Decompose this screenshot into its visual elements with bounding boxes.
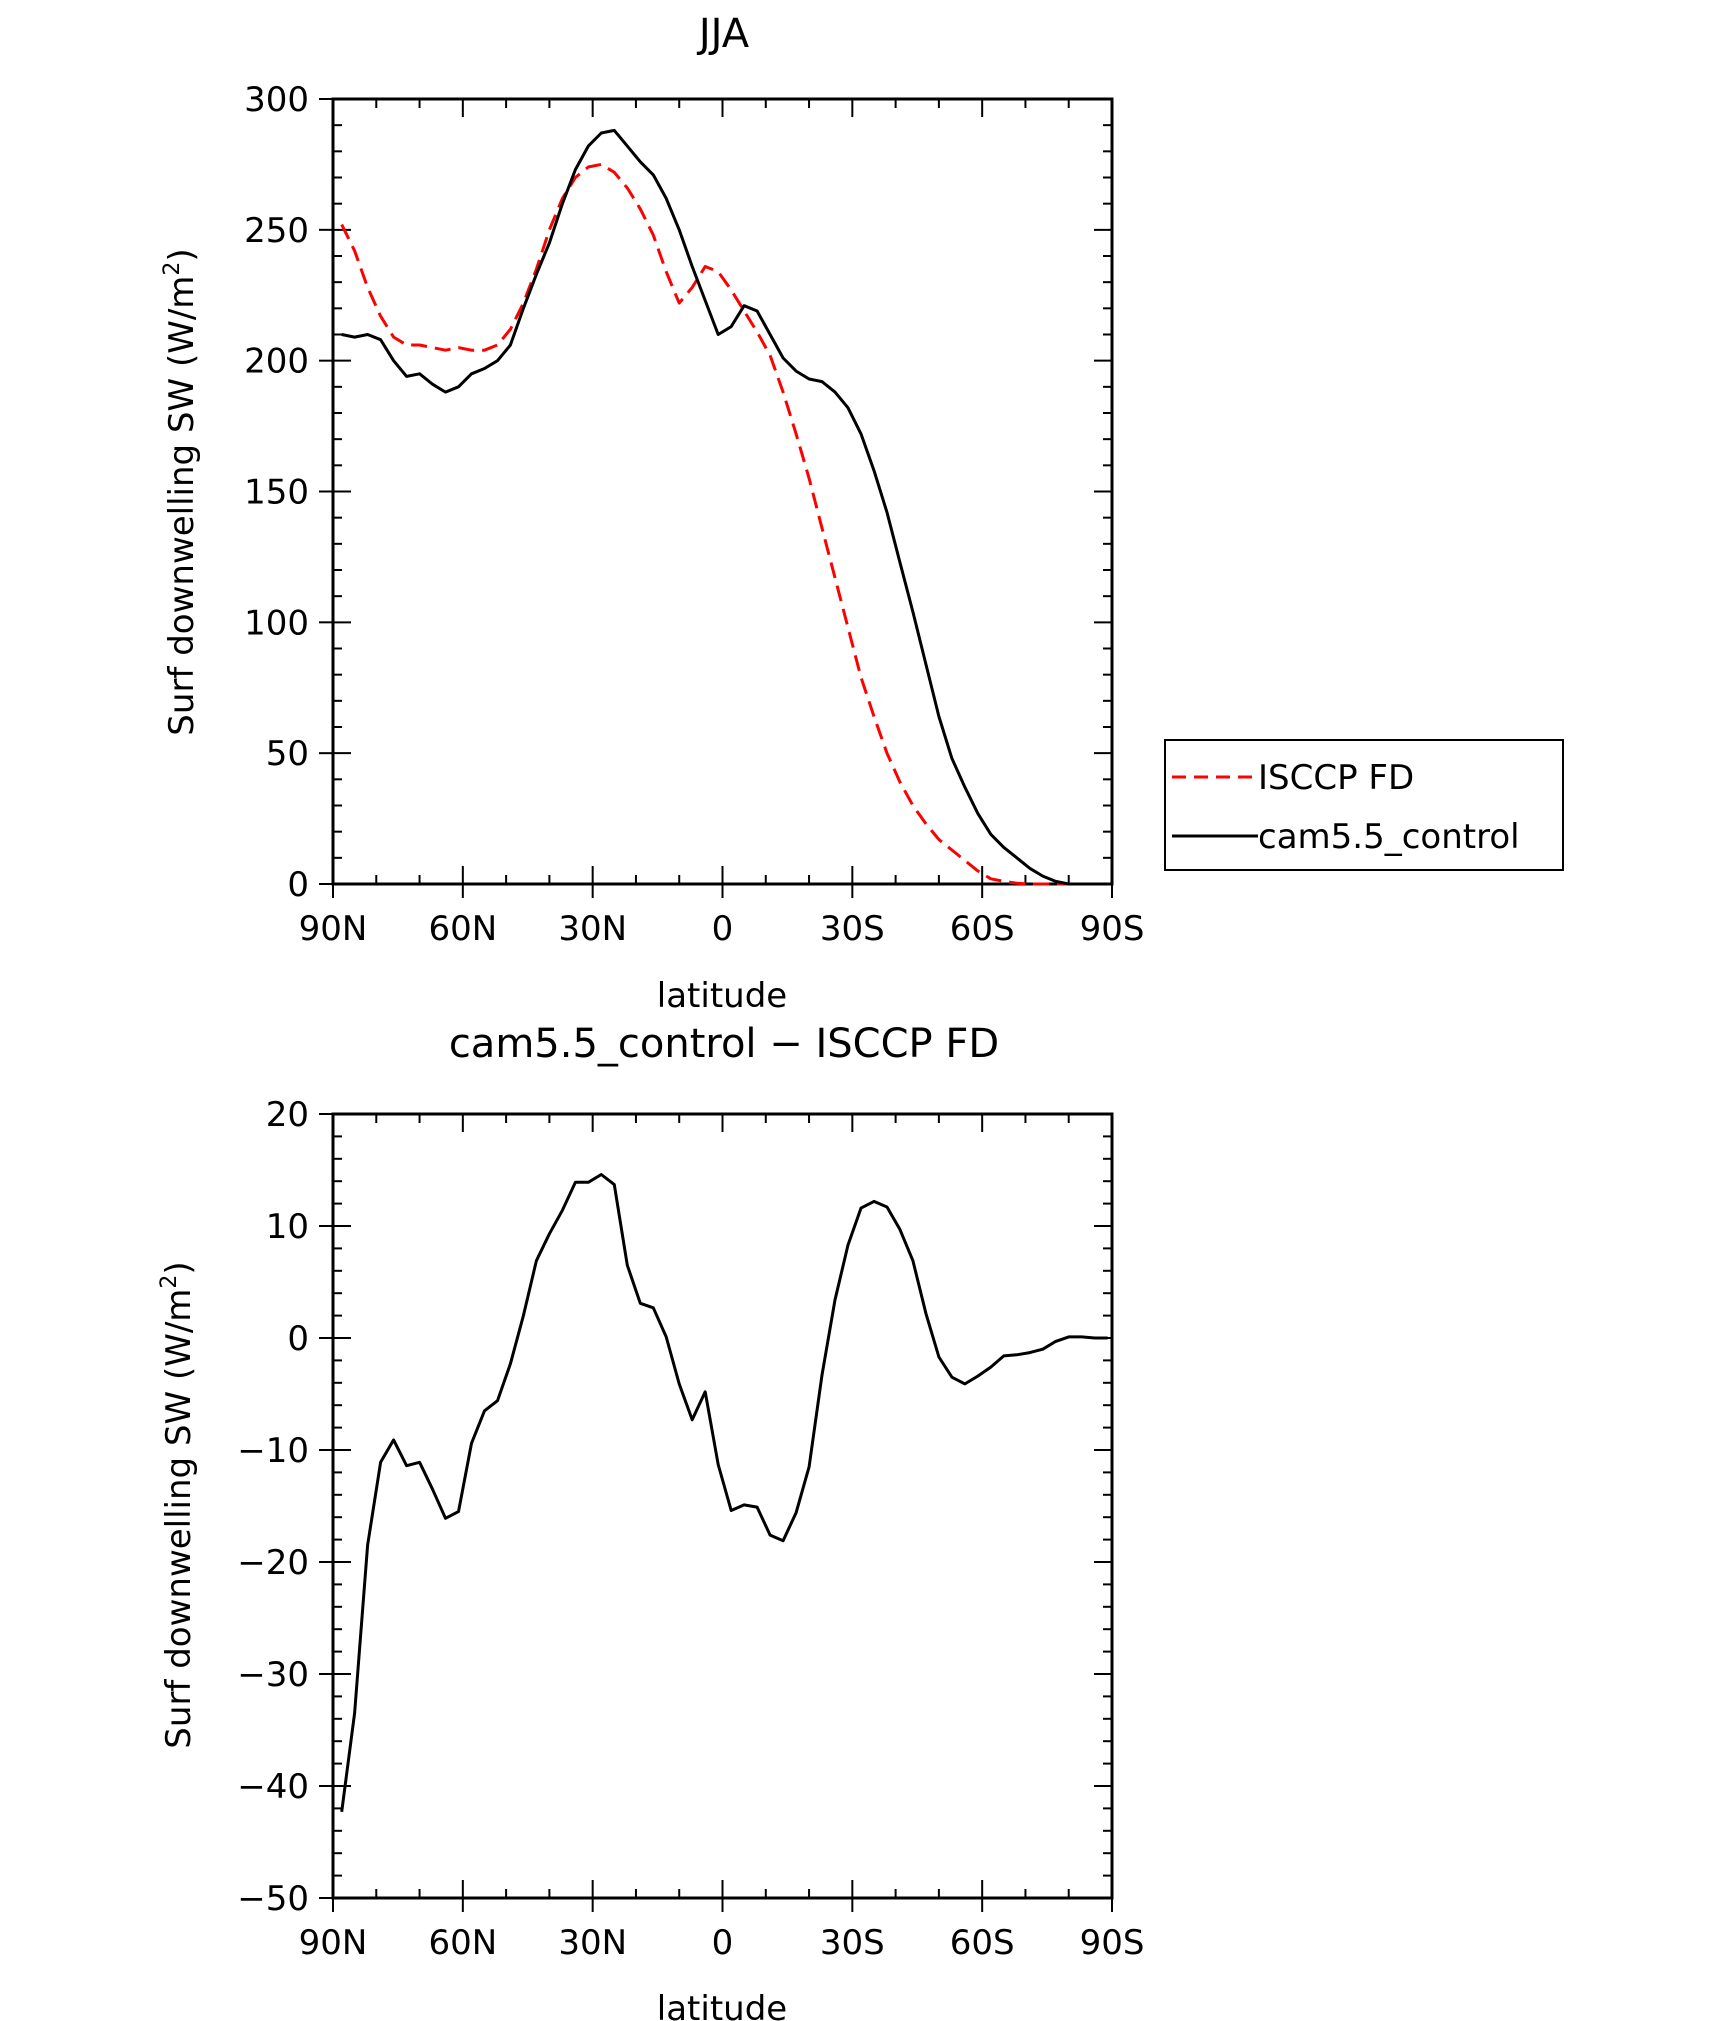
top-x-tick-label: 60N — [428, 909, 497, 949]
top-y-label-sup: 2 — [160, 262, 185, 276]
bottom-y-label-sup: 2 — [157, 1275, 182, 1289]
bottom-y-tick-label: 0 — [287, 1319, 309, 1359]
bottom-x-tick-label: 60N — [428, 1923, 497, 1963]
bottom-series-line-cam55-control — [340, 1173, 1108, 1812]
top-y-tick-label: 50 — [266, 734, 309, 774]
top-y-label-main: Surf downwelling SW (W/m — [162, 276, 202, 736]
top-series-group — [340, 128, 1108, 886]
bottom-y-label-main: Surf downwelling SW (W/m — [159, 1289, 199, 1749]
top-x-tick-label: 0 — [712, 909, 734, 949]
bottom-y-label-close: ) — [159, 1261, 199, 1274]
bottom-x-tick-label: 60S — [950, 1923, 1015, 1963]
top-y-tick-label: 0 — [287, 865, 309, 905]
top-chart-title: JJA — [696, 11, 750, 57]
top-y-axis-label: Surf downwelling SW (W/m2) — [160, 248, 202, 735]
bottom-x-tick-label: 0 — [712, 1923, 734, 1963]
top-x-tick-label: 90N — [299, 909, 368, 949]
bottom-chart-title: cam5.5_control − ISCCP FD — [449, 1021, 999, 1067]
top-series-line-isccp-fd — [340, 162, 1108, 886]
top-y-tick-label: 200 — [244, 342, 309, 382]
bottom-y-tick-label: −10 — [237, 1431, 309, 1471]
top-y-tick-label: 150 — [244, 473, 309, 513]
bottom-y-axis-label: Surf downwelling SW (W/m2) — [157, 1261, 199, 1748]
bottom-plot-frame — [331, 1112, 1114, 1900]
top-x-tick-label: 90S — [1080, 909, 1145, 949]
top-plot-frame — [331, 97, 1114, 886]
bottom-y-tick-label: 10 — [266, 1207, 309, 1247]
bottom-y-tick-label: −30 — [237, 1655, 309, 1695]
top-tick-labels: 90N 60N 30N 0 30S 60S 90S 0 50 100 150 200 250 300 — [244, 80, 1144, 949]
top-x-tick-label: 30S — [820, 909, 885, 949]
bottom-x-tick-label: 90N — [299, 1923, 368, 1963]
bottom-x-tick-label: 90S — [1080, 1923, 1145, 1963]
bottom-tick-labels: 90N 60N 30N 0 30S 60S 90S −50 −40 −30 −20 −10 0 10 20 — [237, 1095, 1144, 1963]
bottom-x-axis-label: latitude — [657, 1989, 787, 2021]
bottom-y-tick-label: −20 — [237, 1543, 309, 1583]
top-y-tick-label: 100 — [244, 603, 309, 643]
legend-box — [1164, 739, 1564, 871]
top-y-tick-label: 250 — [244, 211, 309, 251]
legend-label-cam: cam5.5_control — [1258, 817, 1520, 857]
bottom-x-tick-label: 30S — [820, 1923, 885, 1963]
top-x-axis-label: latitude — [657, 976, 787, 1016]
top-y-tick-label: 300 — [244, 80, 309, 120]
top-x-tick-label: 60S — [950, 909, 1015, 949]
top-panel: JJA 90N 60N 30N 0 30S 60S 90S 0 50 100 150 200 250 30… — [160, 11, 1564, 1016]
bottom-y-tick-label: 20 — [266, 1095, 309, 1135]
bottom-x-tick-label: 30N — [558, 1923, 627, 1963]
bottom-panel: cam5.5_control − ISCCP FD 90N 60N 30N 0 30S 6… — [157, 1021, 1144, 2021]
bottom-axes-ticks — [319, 1113, 1113, 1912]
top-axes-ticks — [319, 98, 1113, 898]
legend: ISCCP FD cam5.5_control — [1164, 739, 1564, 871]
legend-label-isccp: ISCCP FD — [1258, 758, 1414, 798]
bottom-y-tick-label: −40 — [237, 1767, 309, 1807]
bottom-y-tick-label: −50 — [237, 1879, 309, 1919]
top-y-label-close: ) — [162, 248, 202, 261]
top-x-tick-label: 30N — [558, 909, 627, 949]
bottom-series-group — [340, 1173, 1108, 1812]
top-series-line-cam55-control — [341, 128, 1108, 886]
